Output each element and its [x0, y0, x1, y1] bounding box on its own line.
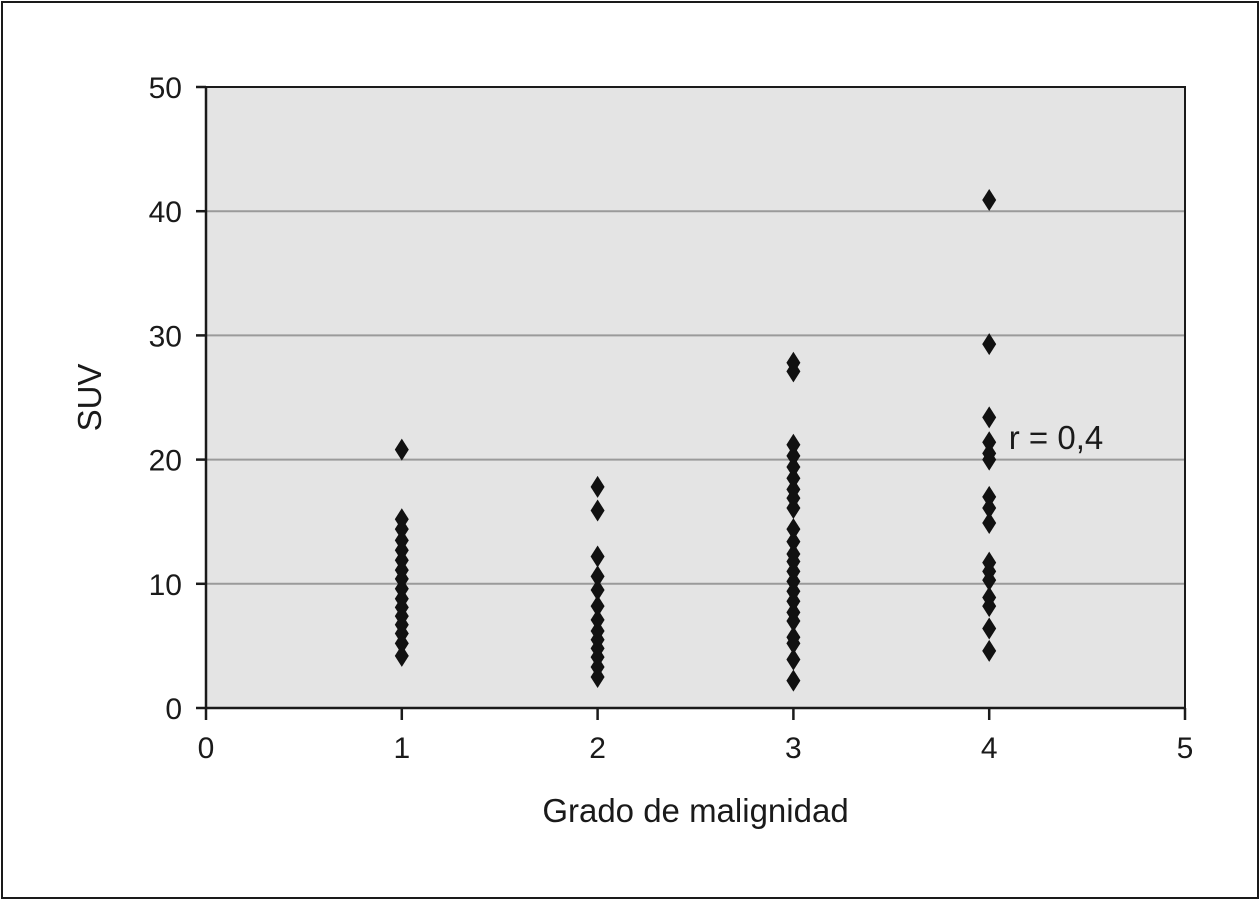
data-point — [786, 632, 801, 655]
correlation-annotation: r = 0,4 — [1009, 419, 1103, 456]
data-point — [394, 518, 409, 541]
data-point — [786, 456, 801, 479]
data-point — [786, 444, 801, 467]
data-points — [394, 189, 997, 692]
data-point — [786, 360, 801, 383]
data-point — [786, 590, 801, 613]
y-tick-label: 10 — [149, 569, 182, 602]
data-point — [786, 610, 801, 633]
data-point — [590, 475, 605, 498]
data-point — [786, 497, 801, 520]
data-point — [394, 644, 409, 667]
data-point — [590, 579, 605, 602]
data-point — [786, 669, 801, 692]
data-point — [982, 485, 997, 508]
y-tick-label: 50 — [149, 72, 182, 105]
data-point — [982, 189, 997, 212]
data-point — [590, 499, 605, 522]
data-point — [590, 545, 605, 568]
x-tick-label: 3 — [785, 732, 802, 765]
y-tick-label: 40 — [149, 196, 182, 229]
data-point — [394, 632, 409, 655]
data-point — [982, 639, 997, 662]
data-point — [590, 565, 605, 588]
axes — [196, 85, 1187, 720]
data-point — [982, 569, 997, 592]
data-point — [590, 665, 605, 688]
data-point — [786, 433, 801, 456]
data-point — [982, 617, 997, 640]
x-tick-label: 5 — [1177, 732, 1194, 765]
y-tick-label: 30 — [149, 320, 182, 353]
x-tick-label: 2 — [589, 732, 606, 765]
y-axis-title: SUV — [71, 364, 108, 432]
data-point — [982, 431, 997, 454]
data-point — [786, 518, 801, 541]
data-point — [786, 467, 801, 490]
data-point — [590, 608, 605, 631]
x-tick-labels: 0 1 2 3 4 5 — [198, 732, 1194, 765]
data-point — [982, 497, 997, 520]
data-point — [982, 448, 997, 471]
y-tick-label: 0 — [165, 693, 182, 726]
y-tick-label: 20 — [149, 445, 182, 478]
data-point — [982, 595, 997, 618]
data-point — [982, 511, 997, 534]
data-point — [590, 595, 605, 618]
data-point — [982, 333, 997, 356]
data-point — [786, 530, 801, 553]
x-tick-label: 1 — [393, 732, 410, 765]
plot-area — [206, 87, 1185, 708]
x-tick-label: 4 — [981, 732, 998, 765]
x-axis-title: Grado de malignidad — [542, 792, 848, 829]
y-tick-labels: 0 10 20 30 40 50 — [149, 72, 182, 726]
data-point — [394, 438, 409, 461]
x-tick-label: 0 — [198, 732, 215, 765]
data-point — [982, 406, 997, 429]
gridlines — [206, 210, 1185, 585]
data-point — [786, 648, 801, 671]
